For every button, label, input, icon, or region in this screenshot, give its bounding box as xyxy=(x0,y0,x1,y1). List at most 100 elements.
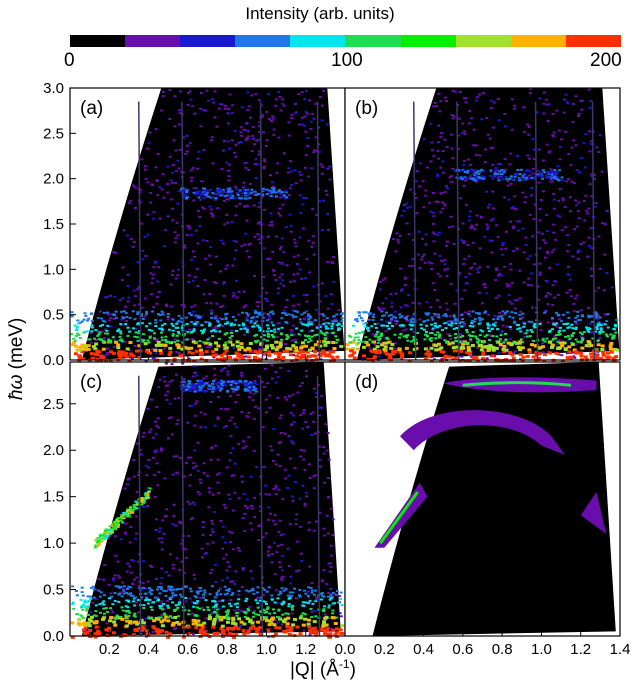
flat-mode-pixel xyxy=(222,380,226,383)
noise-pixel xyxy=(245,137,249,140)
inelastic-pixel xyxy=(538,322,542,325)
noise-pixel xyxy=(151,348,155,351)
inelastic-pixel xyxy=(177,615,181,618)
noise-pixel xyxy=(295,263,299,266)
noise-pixel xyxy=(576,251,580,254)
noise-pixel xyxy=(560,229,564,232)
inelastic-pixel xyxy=(314,615,318,618)
noise-pixel xyxy=(247,135,251,138)
noise-pixel xyxy=(267,117,271,120)
noise-pixel xyxy=(575,169,579,172)
flat-mode-pixel xyxy=(229,192,233,195)
elastic-pixel xyxy=(104,628,109,632)
noise-pixel xyxy=(308,99,312,102)
noise-pixel xyxy=(284,226,288,229)
noise-pixel xyxy=(508,300,512,303)
noise-pixel xyxy=(437,93,441,96)
inelastic-pixel xyxy=(176,321,180,324)
noise-pixel xyxy=(569,336,573,339)
noise-pixel xyxy=(187,456,191,459)
noise-pixel xyxy=(152,306,156,309)
elastic-pixel xyxy=(333,621,338,625)
noise-pixel xyxy=(451,157,455,160)
noise-pixel xyxy=(152,456,156,459)
flat-mode-pixel xyxy=(238,379,242,382)
elastic-pixel xyxy=(407,359,412,363)
flat-mode-pixel xyxy=(220,379,224,382)
inelastic-pixel xyxy=(310,335,314,338)
elastic-pixel xyxy=(314,357,319,361)
inelastic-pixel xyxy=(298,595,302,598)
flat-mode-pixel xyxy=(473,174,477,177)
flat-mode-pixel xyxy=(204,189,208,192)
inelastic-pixel xyxy=(371,315,375,318)
noise-pixel xyxy=(303,468,307,471)
inelastic-pixel xyxy=(85,601,89,604)
inelastic-pixel xyxy=(437,336,441,339)
noise-pixel xyxy=(283,432,287,435)
inelastic-pixel xyxy=(339,591,343,594)
dispersive-pixel xyxy=(120,517,124,520)
elastic-pixel xyxy=(196,623,201,627)
noise-pixel xyxy=(338,612,342,615)
inelastic-pixel xyxy=(309,321,313,324)
inelastic-pixel xyxy=(254,341,258,344)
inelastic-pixel xyxy=(501,318,505,321)
elastic-pixel xyxy=(355,342,360,346)
elastic-pixel xyxy=(153,348,158,352)
flat-mode-pixel xyxy=(253,382,257,385)
dispersive-pixel xyxy=(122,511,126,514)
flat-mode-pixel xyxy=(453,169,457,172)
noise-pixel xyxy=(210,447,214,450)
inelastic-pixel xyxy=(81,594,85,597)
elastic-pixel xyxy=(77,357,82,361)
noise-pixel xyxy=(558,215,562,218)
inelastic-pixel xyxy=(149,606,153,609)
noise-pixel xyxy=(572,228,576,231)
noise-pixel xyxy=(204,551,208,554)
elastic-pixel xyxy=(191,618,196,622)
elastic-pixel xyxy=(480,357,485,361)
noise-pixel xyxy=(431,192,435,195)
inelastic-pixel xyxy=(471,335,475,338)
noise-pixel xyxy=(154,518,158,521)
noise-pixel xyxy=(294,111,298,114)
elastic-pixel xyxy=(514,341,519,345)
inelastic-pixel xyxy=(548,329,552,332)
elastic-pixel xyxy=(609,350,614,354)
noise-pixel xyxy=(509,328,513,331)
elastic-pixel xyxy=(276,353,281,357)
noise-pixel xyxy=(251,138,255,141)
inelastic-pixel xyxy=(261,330,265,333)
noise-pixel xyxy=(103,296,107,299)
y-tick-label: 1.5 xyxy=(43,216,64,233)
noise-pixel xyxy=(215,302,219,305)
inelastic-pixel xyxy=(499,334,503,337)
inelastic-pixel xyxy=(308,337,312,340)
noise-pixel xyxy=(230,531,234,534)
noise-pixel xyxy=(459,197,463,200)
noise-pixel xyxy=(430,149,434,152)
elastic-pixel xyxy=(520,346,525,350)
inelastic-pixel xyxy=(215,593,219,596)
flat-mode-pixel xyxy=(238,189,242,192)
inelastic-pixel xyxy=(142,338,146,341)
noise-pixel xyxy=(262,167,266,170)
noise-pixel xyxy=(278,441,282,444)
noise-pixel xyxy=(184,152,188,155)
noise-pixel xyxy=(301,227,305,230)
noise-pixel xyxy=(314,308,318,311)
elastic-pixel xyxy=(228,355,233,359)
inelastic-pixel xyxy=(558,329,562,332)
elastic-pixel xyxy=(154,343,159,347)
noise-pixel xyxy=(507,294,511,297)
noise-pixel xyxy=(455,289,459,292)
noise-pixel xyxy=(517,229,521,232)
elastic-pixel xyxy=(194,349,199,353)
elastic-pixel xyxy=(398,350,403,354)
flat-mode-pixel xyxy=(236,385,240,388)
noise-pixel xyxy=(414,180,418,183)
noise-pixel xyxy=(130,559,134,562)
inelastic-pixel xyxy=(204,321,208,324)
noise-pixel xyxy=(446,333,450,336)
